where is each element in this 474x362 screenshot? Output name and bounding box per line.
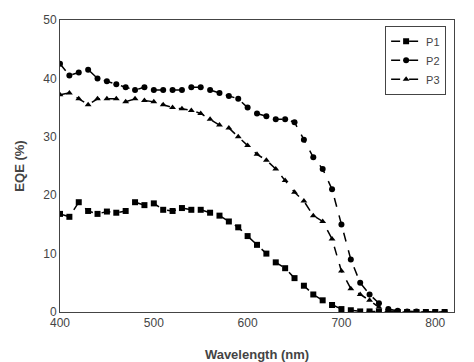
svg-text:400: 400 — [50, 316, 70, 330]
svg-text:800: 800 — [425, 316, 445, 330]
svg-text:0: 0 — [50, 305, 57, 319]
svg-text:700: 700 — [331, 316, 351, 330]
svg-text:500: 500 — [144, 316, 164, 330]
svg-text:30: 30 — [43, 130, 57, 144]
svg-text:10: 10 — [43, 247, 57, 261]
svg-text:P1: P1 — [426, 36, 439, 48]
svg-text:EQE (%): EQE (%) — [12, 140, 27, 191]
svg-text:P2: P2 — [426, 55, 439, 67]
svg-text:20: 20 — [43, 188, 57, 202]
svg-text:40: 40 — [43, 72, 57, 86]
svg-text:P3: P3 — [426, 74, 439, 86]
svg-text:50: 50 — [43, 13, 57, 27]
svg-text:600: 600 — [238, 316, 258, 330]
svg-text:Wavelength (nm): Wavelength (nm) — [205, 347, 309, 362]
